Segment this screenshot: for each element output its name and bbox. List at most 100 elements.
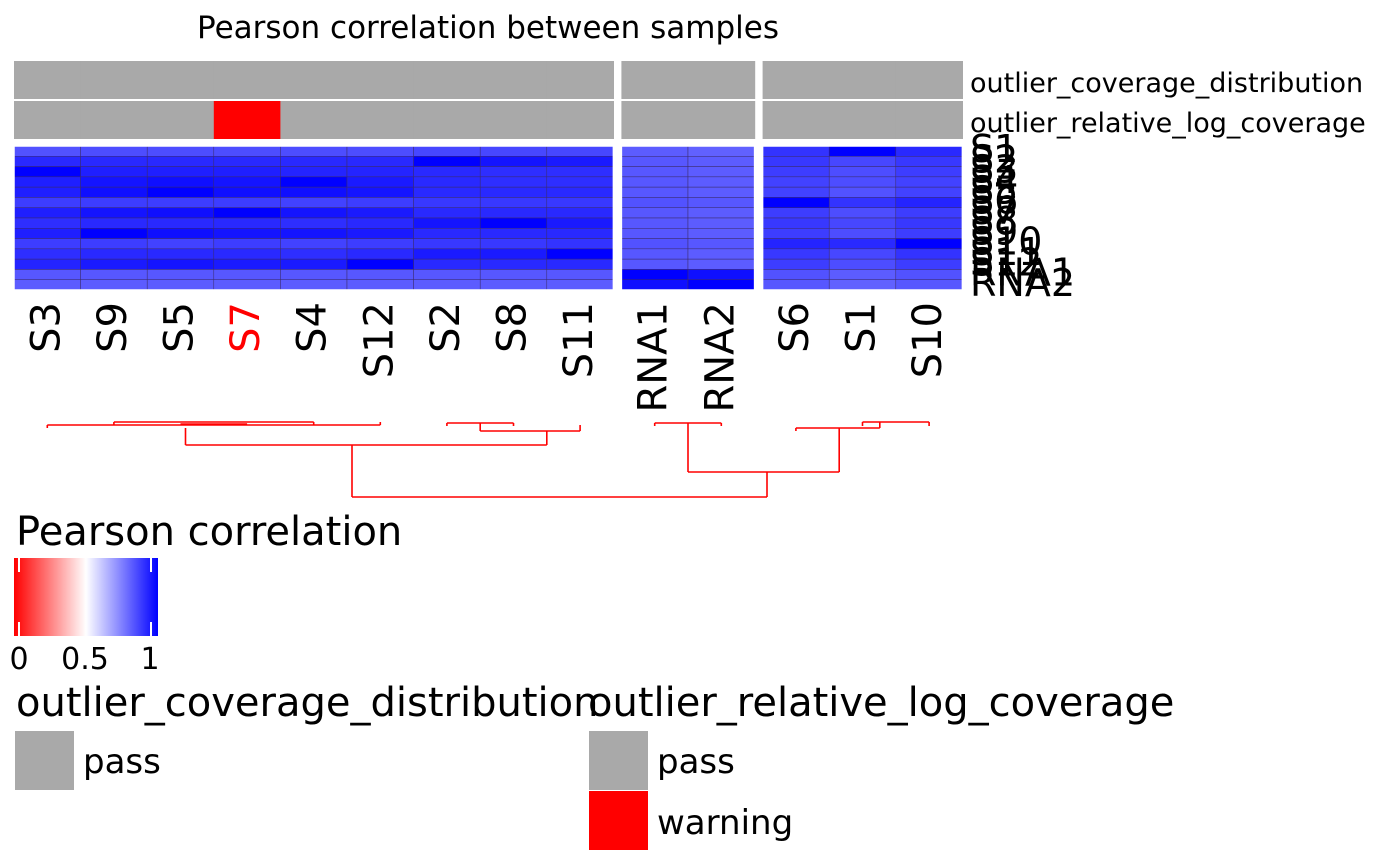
row-label: S2 [970, 137, 1018, 181]
heatmap-cell [895, 145, 963, 157]
heatmap-cell [346, 279, 414, 291]
row-label: S4 [970, 158, 1018, 202]
column-label: S3 [23, 302, 69, 353]
heatmap-cell [828, 176, 897, 188]
heatmap-cell [621, 258, 689, 270]
heatmap-cell [762, 207, 830, 219]
annotation-cell [895, 101, 963, 139]
heatmap-cell [413, 217, 481, 229]
heatmap-cell [13, 176, 81, 188]
heatmap-cell [762, 258, 830, 270]
heatmap-cell [895, 258, 963, 270]
heatmap-cell [413, 248, 481, 260]
heatmap-slice-border [13, 145, 615, 291]
annotation-cell [80, 101, 148, 139]
heatmap-cell [546, 166, 614, 178]
heatmap-cell [280, 186, 348, 198]
heatmap-cell [762, 228, 830, 239]
heatmap-cell [828, 156, 897, 167]
heatmap-cell [828, 207, 897, 219]
heatmap-cell [413, 258, 481, 270]
heatmap-cell [828, 166, 897, 178]
row-label: S5 [970, 168, 1018, 212]
annotation-cell [413, 61, 481, 99]
heatmap-cell [762, 269, 830, 280]
column-label: S11 [556, 302, 602, 378]
heatmap-cell [346, 238, 414, 250]
heatmap-cell [687, 258, 755, 270]
heatmap-cell [895, 186, 963, 198]
colorbar-tick-label-1: 1 [140, 642, 159, 677]
heatmap-cell [280, 156, 348, 167]
heatmap-cell [80, 269, 148, 280]
annotation-cell [546, 61, 614, 99]
annotation-cell [688, 61, 756, 99]
heatmap-cell [828, 186, 897, 198]
heatmap-cell [413, 269, 481, 280]
heatmap-cell [687, 217, 755, 229]
heatmap-cell [146, 176, 215, 188]
heatmap-cell [621, 186, 689, 198]
heatmap-cell [346, 248, 414, 260]
column-label: S9 [90, 302, 136, 353]
heatmap-cell [346, 228, 414, 239]
heatmap-cell [213, 145, 281, 157]
heatmap-cell [280, 238, 348, 250]
heatmap-cell [546, 238, 614, 250]
heatmap-cell [762, 279, 830, 291]
heatmap-cell [895, 217, 963, 229]
heatmap-cell [621, 166, 689, 178]
annotation-cell [829, 101, 897, 139]
heatmap-cell [762, 248, 830, 260]
heatmap-cell [895, 238, 963, 250]
heatmap-cell [13, 248, 81, 260]
heatmap-cell [479, 197, 548, 208]
annotation-cell [546, 101, 614, 139]
heatmap-cell [213, 156, 281, 167]
heatmap-cell [621, 156, 689, 167]
heatmap-cell [895, 269, 963, 280]
heatmap-cell [213, 228, 281, 239]
heatmap-cell [621, 248, 689, 260]
heatmap-cell [346, 176, 414, 188]
annotation-cell [895, 61, 963, 99]
annotation-labels: outlier_coverage_distribution outlier_re… [970, 68, 1366, 139]
heatmap-cell [621, 228, 689, 239]
heatmap-cell [621, 176, 689, 188]
legend-swatch-pass [589, 731, 648, 790]
annotation-cell [413, 101, 481, 139]
heatmap-cell [895, 176, 963, 188]
heatmap-cell [13, 279, 81, 291]
row-label: S11 [970, 230, 1042, 274]
heatmap-cell [146, 166, 215, 178]
column-label: S10 [905, 302, 951, 378]
colorbar-tick-label-mid: 0.5 [61, 642, 109, 677]
annotation-cell [347, 101, 415, 139]
heatmap-cell [213, 258, 281, 270]
heatmap-cell [762, 197, 830, 208]
heatmap-cell [413, 207, 481, 219]
heatmap-cell [280, 217, 348, 229]
annotation-cell [14, 61, 82, 99]
heatmap-cell [762, 145, 830, 157]
heatmap-cell [687, 197, 755, 208]
heatmap-cell [80, 145, 148, 157]
heatmap-cell [546, 207, 614, 219]
row-label: S7 [970, 189, 1018, 233]
heatmap-cell [146, 238, 215, 250]
colorbar-tick-label-0: 0 [9, 642, 28, 677]
heatmap-cell [413, 186, 481, 198]
colorbar-gradient [14, 558, 158, 636]
heatmap-cell [13, 228, 81, 239]
heatmap-cell [828, 248, 897, 260]
heatmap-cell [146, 228, 215, 239]
heatmap-cell [80, 279, 148, 291]
annotation-cell [688, 101, 756, 139]
heatmap-cell [213, 197, 281, 208]
column-labels: S3 S9 S5 S7 S4 S12 S2 S8 S11 RNA1 RNA2 S6 S1 S10 [23, 302, 951, 413]
row-label: S12 [970, 240, 1042, 284]
heatmap-cell [346, 145, 414, 157]
heatmap-cell [687, 248, 755, 260]
